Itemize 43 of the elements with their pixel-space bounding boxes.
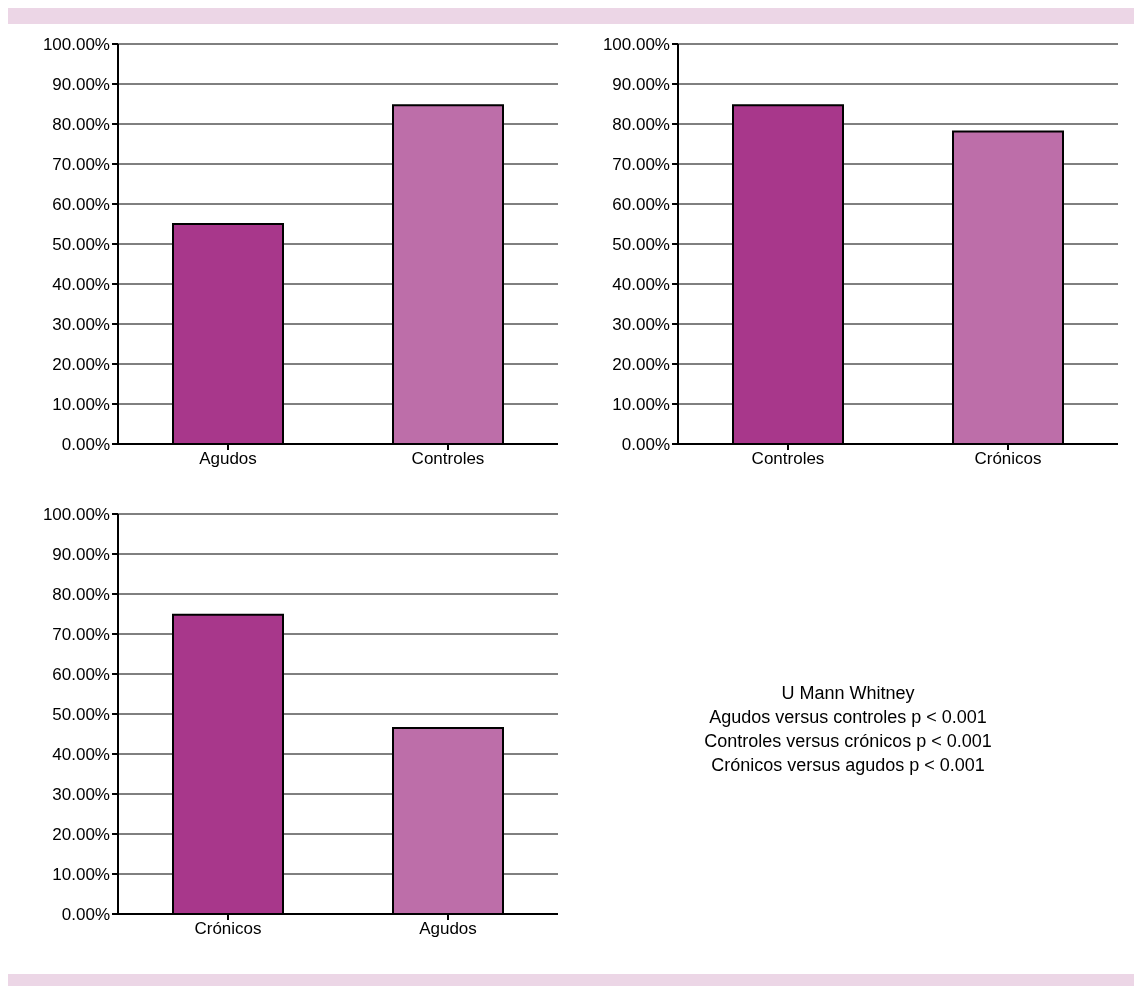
- y-tick-label: 20.00%: [52, 355, 110, 375]
- text: U Mann Whitney: [781, 682, 915, 705]
- y-tick-label: 10.00%: [612, 395, 670, 415]
- y-tick-label: 20.00%: [612, 355, 670, 375]
- y-tick-label: 30.00%: [52, 315, 110, 335]
- x-tick-label: Controles: [751, 449, 825, 469]
- y-tick-label: 90.00%: [612, 75, 670, 95]
- y-tick-label: 0.00%: [61, 435, 110, 455]
- y-tick-label: 60.00%: [612, 195, 670, 215]
- y-tick-label: 90.00%: [52, 75, 110, 95]
- y-tick-label: 80.00%: [52, 115, 110, 135]
- text: Agudos versus controles p < 0.001: [709, 706, 987, 729]
- y-tick-label: 40.00%: [52, 745, 110, 765]
- text: Crónicos versus agudos p < 0.001: [711, 754, 985, 777]
- y-tick-label: 80.00%: [612, 115, 670, 135]
- y-tick-label: 60.00%: [52, 195, 110, 215]
- y-tick-label: 50.00%: [612, 235, 670, 255]
- y-tick-label: 70.00%: [612, 155, 670, 175]
- y-tick-label: 0.00%: [61, 905, 110, 925]
- y-tick-label: 50.00%: [52, 235, 110, 255]
- y-tick-label: 10.00%: [52, 395, 110, 415]
- x-tick-label: Crónicos: [194, 919, 262, 939]
- y-tick-label: 10.00%: [52, 865, 110, 885]
- y-tick-label: 90.00%: [52, 545, 110, 565]
- y-tick-label: 20.00%: [52, 825, 110, 845]
- y-tick-label: 30.00%: [612, 315, 670, 335]
- x-tick-label: Agudos: [419, 919, 477, 939]
- y-tick-label: 30.00%: [52, 785, 110, 805]
- y-tick-label: 100.00%: [42, 35, 110, 55]
- x-tick-label: Agudos: [199, 449, 257, 469]
- y-tick-label: 40.00%: [52, 275, 110, 295]
- y-tick-label: 70.00%: [52, 625, 110, 645]
- text: Controles versus crónicos p < 0.001: [704, 730, 992, 753]
- y-tick-label: 50.00%: [52, 705, 110, 725]
- y-tick-label: 70.00%: [52, 155, 110, 175]
- x-tick-label: Crónicos: [974, 449, 1042, 469]
- y-tick-label: 60.00%: [52, 665, 110, 685]
- x-tick-label: Controles: [411, 449, 485, 469]
- y-tick-label: 40.00%: [612, 275, 670, 295]
- y-tick-label: 80.00%: [52, 585, 110, 605]
- y-tick-label: 0.00%: [621, 435, 670, 455]
- y-tick-label: 100.00%: [602, 35, 670, 55]
- y-tick-label: 100.00%: [42, 505, 110, 525]
